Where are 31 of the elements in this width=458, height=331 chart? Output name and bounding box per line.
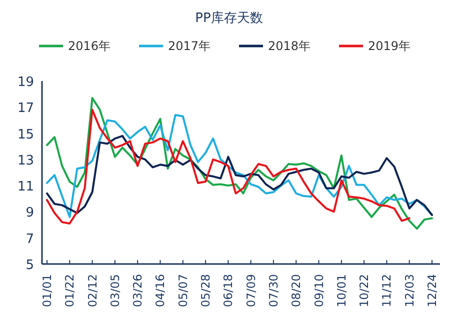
y-tick-label: 15 bbox=[17, 127, 34, 142]
x-tick-label: 03/26 bbox=[130, 274, 145, 308]
legend-label: 2016年 bbox=[68, 39, 111, 53]
y-tick-label: 19 bbox=[17, 75, 34, 90]
x-tick-label: 12/03 bbox=[402, 274, 416, 308]
y-tick-label: 9 bbox=[26, 206, 34, 221]
x-tick-label: 07/30 bbox=[266, 274, 280, 308]
x-tick-label: 06/18 bbox=[221, 274, 236, 308]
legend-label: 2019年 bbox=[368, 39, 411, 53]
x-tick-label: 10/01 bbox=[334, 274, 348, 308]
y-tick-label: 17 bbox=[17, 101, 34, 116]
y-tick-label: 5 bbox=[26, 258, 34, 273]
chart-title: PP库存天数 bbox=[195, 11, 263, 26]
x-tick-label: 03/05 bbox=[108, 274, 122, 308]
x-tick-label: 07/09 bbox=[244, 274, 258, 308]
x-tick-label: 11/12 bbox=[380, 274, 394, 308]
x-tick-label: 10/22 bbox=[357, 274, 372, 308]
x-tick-label: 02/12 bbox=[85, 274, 100, 308]
x-tick-label: 08/20 bbox=[289, 274, 304, 308]
y-tick-label: 13 bbox=[17, 153, 34, 168]
x-tick-label: 01/01 bbox=[40, 274, 54, 308]
x-tick-label: 01/22 bbox=[62, 274, 77, 308]
y-tick-label: 7 bbox=[26, 232, 34, 247]
x-tick-label: 09/10 bbox=[312, 274, 326, 308]
x-tick-label: 12/24 bbox=[425, 274, 439, 308]
x-tick-label: 04/16 bbox=[153, 274, 168, 308]
legend-label: 2018年 bbox=[268, 39, 311, 53]
legend-label: 2017年 bbox=[168, 39, 211, 53]
x-tick-label: 05/28 bbox=[198, 274, 213, 308]
x-tick-label: 05/07 bbox=[176, 274, 190, 308]
y-tick-label: 11 bbox=[17, 180, 34, 195]
